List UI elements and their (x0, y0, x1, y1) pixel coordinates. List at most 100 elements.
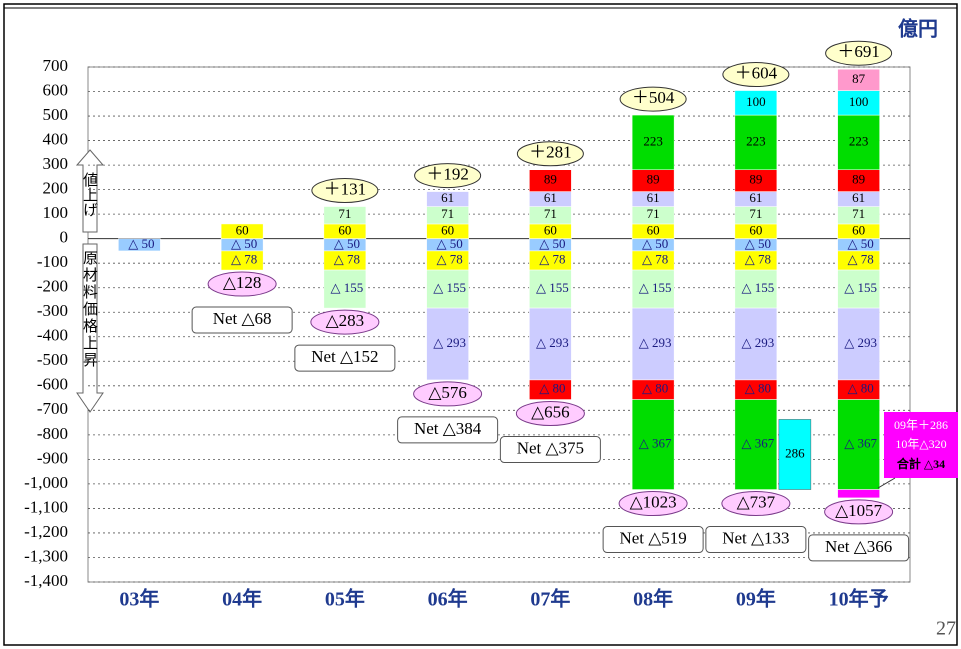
segment-label: △ 293 (536, 335, 569, 350)
bar-segment (734, 114, 778, 171)
y-tick-label: -1,100 (24, 497, 68, 516)
segment-label: 89 (544, 172, 557, 187)
segment-label: 100 (746, 94, 766, 109)
bars (88, 66, 910, 583)
segment-label: 71 (544, 206, 557, 221)
segment-label: △ 80 (848, 381, 874, 396)
page-number: 27 (936, 618, 956, 640)
net-box (602, 526, 704, 554)
y-tick-label: -800 (37, 424, 68, 443)
bar-segment (837, 68, 880, 91)
down-label: 原材料価格上昇 (81, 250, 99, 369)
segment-label: 87 (852, 71, 866, 86)
y-tick-label: -100 (37, 252, 68, 271)
unit-label: 億円 (898, 17, 938, 41)
bar-segment (631, 269, 675, 309)
y-tick-label: -600 (37, 375, 68, 394)
y-tick-label: 100 (43, 203, 69, 222)
segment-label: 60 (544, 222, 557, 237)
bar-segment (529, 269, 572, 309)
offset-bar-label: 286 (785, 445, 805, 460)
segment-label: △ 367 (844, 436, 877, 451)
y-tick-label: -400 (37, 326, 68, 345)
segment-label: △ 78 (539, 251, 565, 266)
negative-total-badge (824, 499, 894, 525)
segment-label: △ 78 (848, 251, 874, 266)
segment-label: 89 (647, 172, 660, 187)
bar-segment (118, 238, 161, 252)
segment-label: △ 293 (433, 335, 466, 350)
segment-label: △ 293 (742, 335, 775, 350)
segment-label: △ 155 (331, 280, 364, 295)
positive-total-badge (825, 40, 893, 66)
offset-bar (778, 419, 812, 490)
segment-label: 71 (749, 206, 762, 221)
segment-label: △ 155 (536, 280, 569, 295)
y-tick-label: -900 (37, 448, 68, 467)
segment-label: △ 367 (639, 436, 672, 451)
bar-segment (734, 269, 778, 309)
segment-label: △ 80 (642, 381, 668, 396)
down-arrow (76, 243, 104, 413)
segment-label: 100 (849, 94, 869, 109)
positive-total-badge (722, 62, 790, 88)
net-box (808, 534, 910, 562)
x-tick-label: 10年予 (829, 587, 889, 611)
negative-total-badge (515, 401, 585, 427)
positive-total: ＋192 (426, 164, 469, 183)
y-tick-label: -1,400 (24, 571, 68, 590)
y-tick-label: 0 (60, 228, 69, 247)
y-tick-label: 500 (43, 105, 69, 124)
y-tick-label: 300 (43, 154, 69, 173)
bar-segment (631, 114, 675, 171)
up-label: 値上げ (81, 172, 99, 217)
annotation-line: 10年△320 (895, 437, 946, 451)
bar-segment (837, 399, 880, 490)
x-tick-label: 03年 (119, 587, 159, 611)
net-box (191, 306, 293, 334)
segment-label: 61 (852, 190, 865, 205)
y-tick-label: 200 (43, 179, 69, 198)
bar-segment (529, 169, 572, 192)
segment-label: 61 (441, 190, 454, 205)
segment-label: 60 (338, 222, 351, 237)
positive-total: ＋504 (632, 88, 675, 107)
segment-label: △ 155 (639, 280, 672, 295)
segment-label: 223 (746, 133, 766, 148)
segment-label: △ 80 (745, 381, 771, 396)
segment-label: 60 (441, 222, 454, 237)
net-label: Net △152 (311, 347, 378, 366)
segment-label: △ 293 (639, 335, 672, 350)
net-box (294, 344, 396, 372)
segment-label: △ 50 (334, 236, 360, 251)
bar-segment (631, 399, 675, 490)
negative-total: △283 (326, 311, 365, 330)
segment-label: 61 (749, 190, 762, 205)
net-label: Net △384 (414, 419, 482, 438)
y-tick-label: -300 (37, 301, 68, 320)
segment-label: △ 50 (539, 236, 565, 251)
y-tick-label: 600 (43, 80, 69, 99)
annotation-line: 09年＋286 (894, 418, 948, 432)
segment-label: △ 155 (742, 280, 775, 295)
y-tick-label: -1,300 (24, 546, 68, 565)
y-tick-label: 700 (43, 56, 69, 75)
segment-label: △ 78 (745, 251, 771, 266)
x-tick-label: 05年 (325, 587, 365, 611)
segment-label: △ 50 (437, 236, 463, 251)
annotation-pointer (877, 477, 896, 489)
segment-label: 60 (749, 222, 762, 237)
segment-label: △ 50 (128, 236, 154, 251)
positive-total: ＋691 (837, 42, 880, 61)
y-tick-label: -700 (37, 399, 68, 418)
bar-segment (734, 90, 778, 116)
up-arrow (75, 149, 105, 233)
segment-label: △ 293 (844, 335, 877, 350)
segment-label: 61 (647, 190, 660, 205)
y-tick-label: -1,000 (24, 473, 68, 492)
segment-label: 60 (647, 222, 660, 237)
y-tick-label: 400 (43, 129, 69, 148)
x-tick-label: 07年 (530, 587, 570, 611)
segment-label: 60 (236, 222, 249, 237)
